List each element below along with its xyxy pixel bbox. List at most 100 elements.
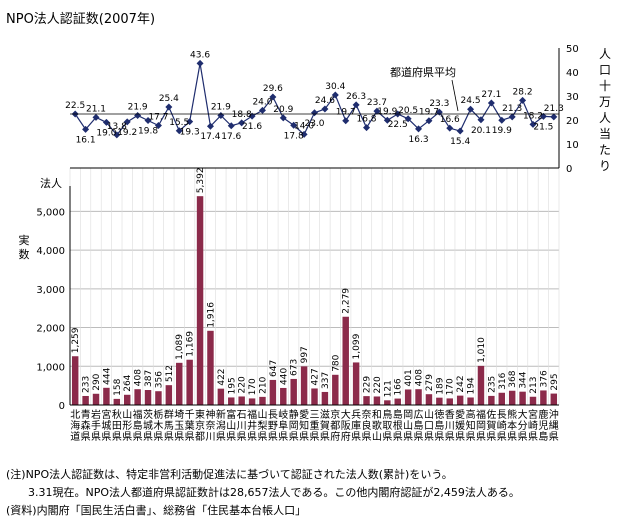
line-value-label: 43.6 — [190, 50, 210, 60]
line-value-label: 19.7 — [419, 108, 439, 118]
bar-value-label: 2,279 — [342, 288, 352, 314]
bar — [332, 374, 339, 405]
category-label-top: 群 — [164, 408, 174, 421]
line-value-label: 25.4 — [159, 94, 179, 104]
line-marker — [300, 130, 308, 138]
bar-value-label: 376 — [539, 370, 549, 387]
bar-value-label: 194 — [467, 377, 477, 394]
bar-value-label: 290 — [92, 373, 102, 390]
bar — [300, 366, 308, 405]
category-label-mid: 森 — [81, 419, 91, 432]
line-value-label: 16.6 — [440, 115, 460, 125]
line-marker — [498, 116, 506, 124]
category-label-mid: 城 — [143, 420, 153, 432]
line-value-label: 19.3 — [180, 128, 200, 138]
bar-value-label: 1,169 — [186, 331, 196, 357]
line-value-label: 15.4 — [450, 137, 470, 147]
right-tick-label: 10 — [566, 140, 579, 151]
line-marker — [238, 119, 246, 127]
line-marker — [144, 116, 152, 124]
bar — [404, 389, 412, 405]
category-label-bottom: 県 — [403, 431, 413, 443]
right-tick-label: 20 — [566, 116, 579, 127]
bar-value-label: 1,099 — [352, 333, 362, 359]
line-value-label: 13.8 — [107, 122, 127, 132]
line-marker — [519, 96, 527, 104]
category-label-top: 石 — [237, 410, 247, 421]
category-label-mid: 歌 — [372, 419, 382, 432]
line-value-label: 20.1 — [471, 126, 491, 136]
bar-value-label: 242 — [456, 375, 466, 392]
bar — [508, 390, 516, 405]
bar-value-label: 235 — [487, 376, 497, 393]
category-label-mid: 京 — [195, 419, 205, 432]
bar-value-label: 368 — [508, 370, 518, 387]
bar — [196, 196, 204, 405]
bar — [280, 387, 287, 405]
line-value-label: 21.5 — [533, 122, 553, 132]
line-value-labels: 22.5 16.1 21.1 19.013.819.2 21.9 19.8 17.7 25.4… — [65, 50, 564, 147]
line-marker — [92, 113, 100, 121]
category-label-bottom: 県 — [289, 431, 299, 443]
line-value-label: 20.9 — [273, 105, 293, 115]
bar — [321, 391, 329, 405]
line-marker — [363, 124, 371, 132]
bar-value-label: 408 — [415, 369, 425, 386]
line-value-label: 24.6 — [315, 96, 335, 106]
category-label-top: 栃 — [153, 408, 163, 421]
bar — [456, 395, 464, 405]
category-label-mid: 縄 — [549, 419, 559, 432]
bar — [238, 396, 245, 405]
category-label-mid: 山 — [226, 420, 236, 432]
category-label-top: 青 — [81, 408, 91, 421]
category-label-mid: 川 — [445, 421, 455, 432]
right-axis-ticks: 0 10 20 30 40 50 — [566, 44, 579, 175]
line-value-label: 24.5 — [461, 96, 481, 106]
category-label-mid: 木 — [153, 420, 163, 432]
line-marker — [487, 99, 495, 107]
bar — [342, 316, 349, 405]
category-label-top: 東 — [195, 408, 205, 421]
category-label-mid: 本 — [507, 419, 517, 432]
category-label-mid: 都 — [330, 420, 340, 432]
line-marker — [529, 120, 537, 128]
bar-value-label: 422 — [217, 368, 227, 385]
category-label-top: 広 — [414, 408, 424, 421]
bar — [123, 394, 131, 405]
category-label-bottom: 県 — [310, 431, 320, 443]
average-annotation: 都道府県平均 — [70, 65, 559, 115]
category-label-top: 福 — [133, 408, 143, 421]
category-label-mid: 海 — [70, 419, 80, 432]
category-label-bottom: 県 — [362, 431, 372, 443]
category-label-top: 鳥 — [382, 408, 392, 421]
line-marker — [279, 114, 287, 122]
bar — [259, 396, 266, 405]
line-marker — [311, 109, 318, 117]
bar — [394, 398, 401, 405]
line-value-label: 21.6 — [242, 122, 262, 132]
line-value-label: 19.9 — [492, 126, 512, 136]
bar — [498, 392, 506, 405]
bar-value-label: 189 — [435, 377, 445, 394]
line-marker — [227, 122, 235, 130]
category-label-top: 三 — [310, 410, 320, 421]
category-label-mid: 島 — [414, 419, 424, 432]
line-marker — [258, 106, 266, 114]
category-label-top: 熊 — [507, 408, 517, 421]
line-marker — [102, 118, 110, 126]
right-axis-title-char: 人 — [599, 47, 611, 61]
line-value-label: 21.9 — [128, 102, 148, 112]
category-label-top: 鹿 — [538, 408, 548, 421]
right-axis-title-char: 万 — [599, 95, 611, 109]
line-value-label: 18.2 — [523, 111, 543, 121]
category-label-bottom: 川 — [205, 432, 215, 443]
bar — [134, 389, 141, 405]
bar-value-label: 647 — [269, 360, 279, 377]
category-label-bottom: 県 — [476, 431, 486, 443]
category-label-top: 長 — [268, 409, 278, 421]
line-marker — [186, 118, 194, 126]
line-value-label: 19.8 — [138, 126, 158, 136]
bar-value-label: 997 — [300, 346, 310, 363]
line-marker — [352, 101, 360, 109]
bar — [165, 385, 173, 405]
